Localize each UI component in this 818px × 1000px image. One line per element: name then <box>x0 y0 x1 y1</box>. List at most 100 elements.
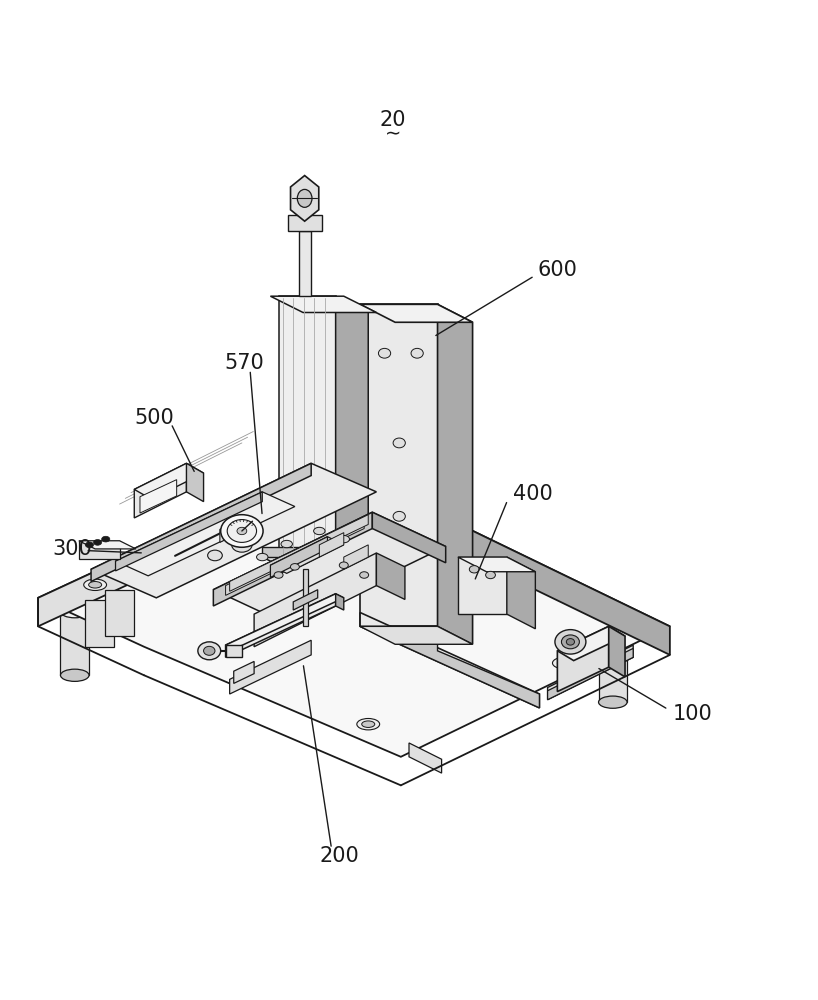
Ellipse shape <box>393 511 406 521</box>
Text: 570: 570 <box>224 353 263 373</box>
Text: 600: 600 <box>537 260 578 280</box>
Ellipse shape <box>274 572 283 578</box>
Polygon shape <box>360 304 473 322</box>
Polygon shape <box>254 553 376 647</box>
Text: 20: 20 <box>380 110 406 130</box>
Ellipse shape <box>297 189 312 207</box>
Ellipse shape <box>61 606 89 618</box>
Polygon shape <box>376 553 405 599</box>
Polygon shape <box>79 541 119 559</box>
Polygon shape <box>609 626 625 677</box>
Ellipse shape <box>447 600 470 612</box>
Polygon shape <box>409 500 670 655</box>
Text: 300: 300 <box>52 539 92 559</box>
Polygon shape <box>335 296 368 573</box>
Polygon shape <box>215 535 244 599</box>
Polygon shape <box>335 594 344 610</box>
Polygon shape <box>293 590 317 610</box>
Polygon shape <box>289 215 321 231</box>
Polygon shape <box>547 645 633 700</box>
Ellipse shape <box>198 642 221 660</box>
Ellipse shape <box>488 639 517 651</box>
Polygon shape <box>599 639 627 702</box>
Polygon shape <box>140 480 177 513</box>
Ellipse shape <box>338 535 349 543</box>
Polygon shape <box>458 557 535 572</box>
Ellipse shape <box>360 572 369 578</box>
Polygon shape <box>344 545 368 569</box>
Polygon shape <box>458 557 507 614</box>
Polygon shape <box>105 590 134 636</box>
Ellipse shape <box>237 527 247 535</box>
Ellipse shape <box>88 582 101 588</box>
Ellipse shape <box>101 536 110 542</box>
Polygon shape <box>294 545 319 569</box>
Polygon shape <box>134 463 204 499</box>
Polygon shape <box>507 557 535 629</box>
Ellipse shape <box>215 593 244 605</box>
Polygon shape <box>91 463 311 582</box>
Ellipse shape <box>411 348 423 358</box>
Polygon shape <box>438 304 473 644</box>
Polygon shape <box>557 626 609 692</box>
Ellipse shape <box>281 540 292 548</box>
Polygon shape <box>319 467 409 529</box>
Polygon shape <box>319 533 344 557</box>
Polygon shape <box>303 569 308 626</box>
Polygon shape <box>360 626 539 708</box>
Polygon shape <box>271 537 344 573</box>
Polygon shape <box>299 231 311 296</box>
Polygon shape <box>226 594 344 649</box>
Polygon shape <box>79 541 136 549</box>
Ellipse shape <box>257 553 268 561</box>
Polygon shape <box>61 612 89 675</box>
Text: ∼: ∼ <box>384 124 401 143</box>
Polygon shape <box>488 582 517 645</box>
Ellipse shape <box>208 550 222 561</box>
Polygon shape <box>230 640 311 694</box>
Polygon shape <box>226 519 364 595</box>
Polygon shape <box>38 467 319 626</box>
Polygon shape <box>409 743 442 773</box>
Ellipse shape <box>566 639 574 645</box>
Ellipse shape <box>470 566 479 573</box>
Text: 100: 100 <box>672 704 712 724</box>
Polygon shape <box>226 594 335 657</box>
Polygon shape <box>115 492 294 576</box>
Ellipse shape <box>221 515 263 547</box>
Polygon shape <box>263 557 380 573</box>
Polygon shape <box>84 600 114 647</box>
Polygon shape <box>213 512 372 606</box>
Polygon shape <box>372 512 446 563</box>
Text: 400: 400 <box>513 484 552 504</box>
Ellipse shape <box>342 483 371 496</box>
Ellipse shape <box>452 603 465 609</box>
Polygon shape <box>234 661 254 683</box>
Polygon shape <box>557 626 625 661</box>
Polygon shape <box>38 467 670 757</box>
Polygon shape <box>91 463 376 598</box>
Polygon shape <box>213 512 446 624</box>
Polygon shape <box>342 489 371 553</box>
Ellipse shape <box>357 718 380 730</box>
Ellipse shape <box>555 630 586 654</box>
Text: 500: 500 <box>134 408 174 428</box>
Polygon shape <box>360 304 438 626</box>
Ellipse shape <box>599 632 627 645</box>
Polygon shape <box>547 648 633 700</box>
Polygon shape <box>279 296 335 557</box>
Polygon shape <box>360 613 539 708</box>
Polygon shape <box>220 524 230 542</box>
Ellipse shape <box>85 542 93 548</box>
Ellipse shape <box>61 669 89 681</box>
Polygon shape <box>115 492 263 571</box>
Ellipse shape <box>215 529 244 541</box>
Ellipse shape <box>342 547 371 559</box>
Ellipse shape <box>93 540 101 545</box>
Polygon shape <box>360 626 473 644</box>
Polygon shape <box>300 557 309 606</box>
Ellipse shape <box>599 696 627 708</box>
Polygon shape <box>187 463 204 502</box>
Polygon shape <box>271 537 327 577</box>
Ellipse shape <box>362 721 375 727</box>
